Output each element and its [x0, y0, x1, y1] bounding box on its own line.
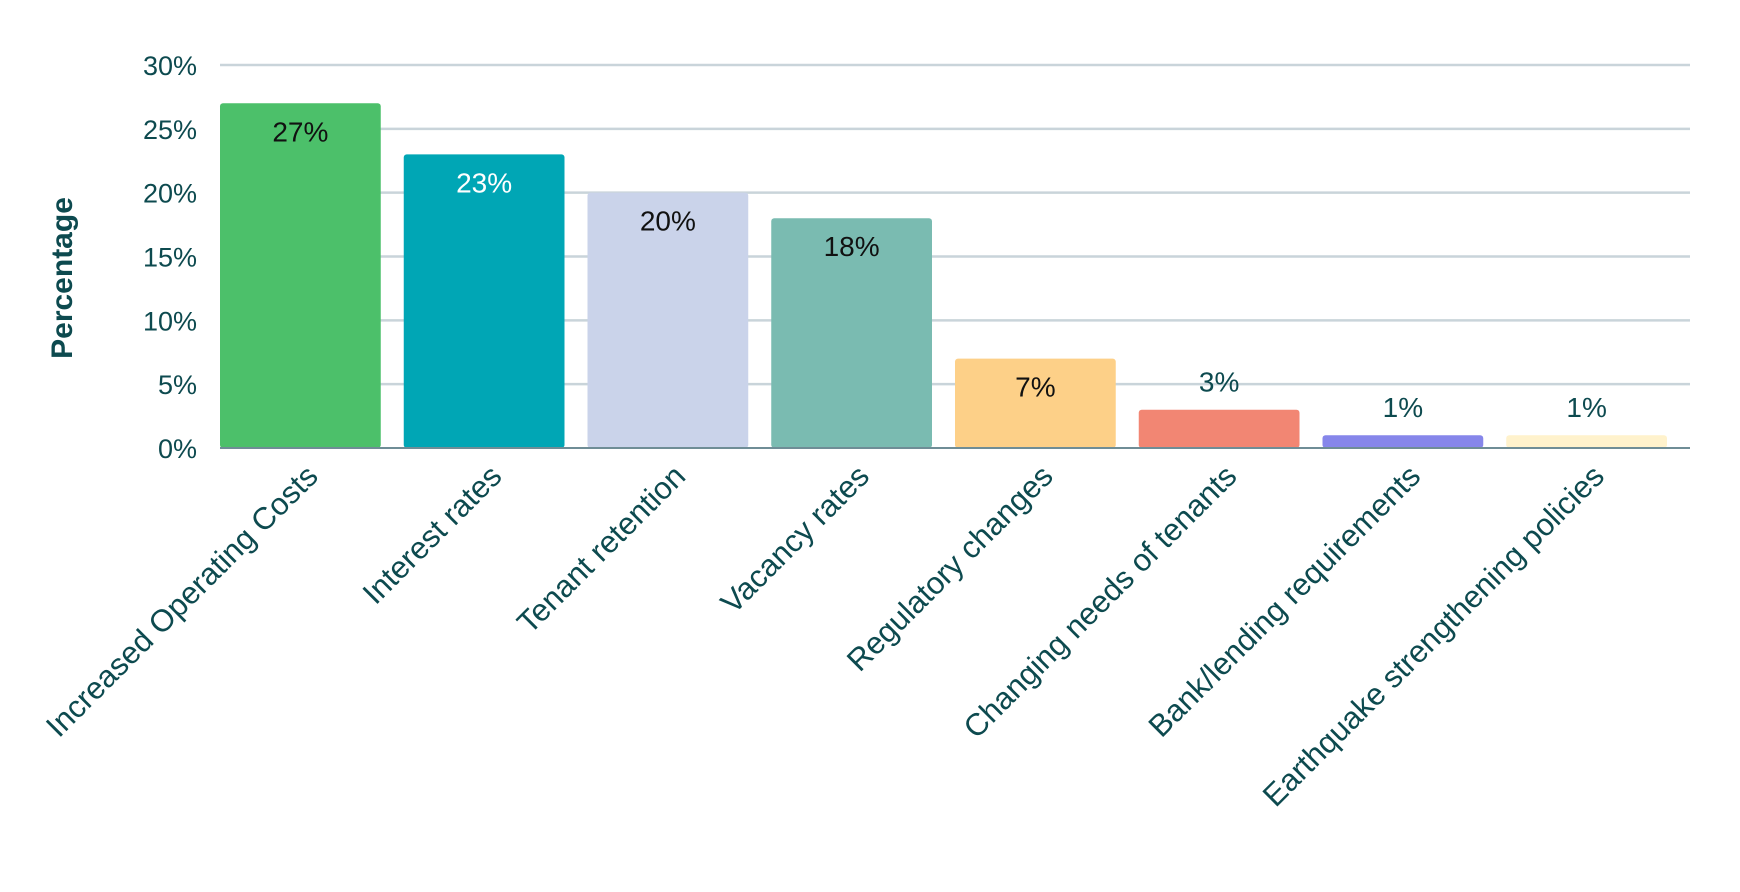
- bar: [1322, 435, 1484, 448]
- data-label: 7%: [1015, 372, 1055, 403]
- category-label: Increased Operating Costs: [39, 458, 324, 743]
- bar: [1138, 409, 1300, 448]
- y-tick-label: 25%: [143, 115, 197, 145]
- data-label: 18%: [824, 231, 880, 262]
- data-label: 3%: [1199, 367, 1239, 398]
- y-tick-label: 10%: [143, 306, 197, 336]
- data-label: 23%: [456, 167, 512, 198]
- category-label: Interest rates: [356, 458, 509, 611]
- category-label: Vacancy rates: [714, 458, 876, 620]
- data-label: 1%: [1383, 392, 1423, 423]
- y-axis-ticks: 0% 5% 10% 15% 20% 25% 30%: [143, 51, 197, 464]
- bars: [220, 103, 1667, 449]
- bar: [1506, 435, 1667, 448]
- y-tick-label: 5%: [158, 370, 197, 400]
- data-label: 27%: [272, 116, 328, 147]
- bar: [771, 218, 932, 448]
- category-label: Earthquake strengthening policies: [1256, 458, 1611, 813]
- data-label: 1%: [1566, 392, 1606, 423]
- y-tick-label: 0%: [158, 434, 197, 464]
- bar: [220, 103, 381, 449]
- bar: [403, 154, 565, 448]
- bar: [955, 358, 1116, 448]
- bar: [587, 192, 749, 448]
- category-label: Tenant retention: [510, 458, 692, 640]
- y-axis-title: Percentage: [46, 197, 79, 359]
- y-tick-label: 20%: [143, 179, 197, 209]
- y-tick-label: 15%: [143, 243, 197, 273]
- category-labels: Increased Operating Costs Interest rates T…: [39, 458, 1611, 813]
- data-labels: 27% 23% 20% 18% 7% 3% 1% 1%: [272, 116, 1607, 423]
- data-label: 20%: [640, 206, 696, 237]
- y-tick-label: 30%: [143, 51, 197, 81]
- category-label: Regulatory changes: [840, 458, 1060, 678]
